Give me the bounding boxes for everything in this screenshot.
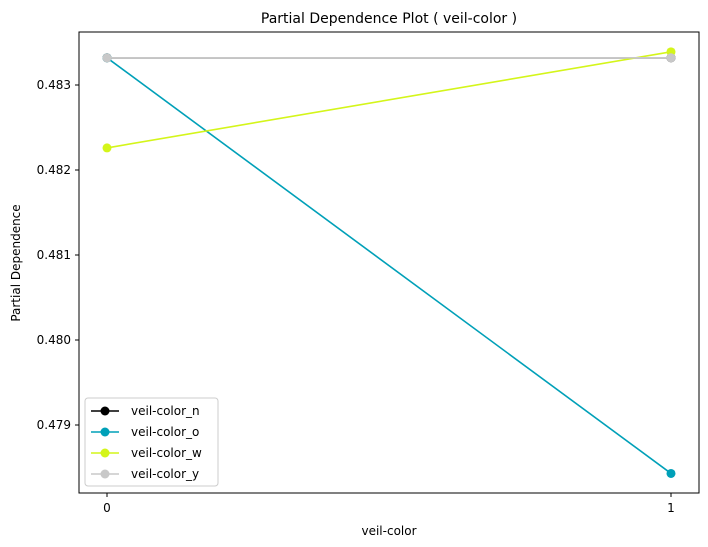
data-point bbox=[102, 53, 112, 63]
plot-area bbox=[78, 31, 700, 494]
legend-swatch-marker bbox=[100, 469, 110, 479]
legend-item: veil-color_w bbox=[91, 446, 202, 460]
y-tick-label: 0.480 bbox=[37, 333, 71, 347]
legend-label: veil-color_o bbox=[131, 425, 199, 439]
legend-item: veil-color_n bbox=[91, 404, 200, 418]
data-point bbox=[666, 468, 676, 478]
x-tick-label: 0 bbox=[103, 501, 111, 515]
legend-label: veil-color_w bbox=[131, 446, 202, 460]
x-tick-label: 1 bbox=[667, 501, 675, 515]
legend-swatch-marker bbox=[100, 427, 110, 437]
data-point bbox=[666, 53, 676, 63]
y-tick-label: 0.482 bbox=[37, 163, 71, 177]
legend-swatch-marker bbox=[100, 448, 110, 458]
x-axis-label: veil-color bbox=[361, 524, 416, 538]
y-axis-label: Partial Dependence bbox=[9, 204, 23, 321]
y-tick-label: 0.483 bbox=[37, 78, 71, 92]
legend-label: veil-color_y bbox=[131, 467, 199, 481]
series-veil-color_y bbox=[102, 53, 676, 63]
y-axis: 0.479 0.480 0.481 0.482 0.483 bbox=[37, 78, 79, 432]
series-veil-color_w bbox=[102, 47, 676, 153]
legend-item: veil-color_y bbox=[91, 467, 199, 481]
y-tick-label: 0.479 bbox=[37, 418, 71, 432]
series-layer bbox=[102, 47, 676, 478]
chart-title: Partial Dependence Plot ( veil-color ) bbox=[261, 11, 517, 27]
legend-item: veil-color_o bbox=[91, 425, 199, 439]
legend: veil-color_n veil-color_o veil-color_wveil… bbox=[84, 397, 219, 487]
plot-frame bbox=[78, 31, 700, 494]
legend-swatch-marker bbox=[100, 406, 110, 416]
data-point bbox=[102, 143, 112, 153]
y-tick-label: 0.481 bbox=[37, 248, 71, 262]
series-line bbox=[106, 57, 672, 475]
legend-label: veil-color_n bbox=[131, 404, 200, 418]
series-line bbox=[106, 51, 672, 149]
legend-box bbox=[84, 397, 219, 487]
